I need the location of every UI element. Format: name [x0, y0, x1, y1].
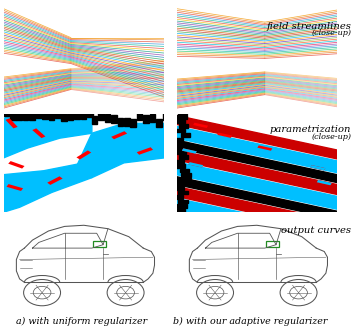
Bar	[174, 160, 184, 164]
Polygon shape	[188, 162, 203, 167]
Polygon shape	[77, 150, 91, 160]
Bar	[23, 114, 29, 120]
Bar	[74, 112, 80, 119]
Polygon shape	[176, 177, 337, 219]
Bar	[174, 138, 183, 141]
Text: output curves: output curves	[281, 226, 351, 235]
Bar	[87, 110, 93, 117]
Bar	[48, 113, 54, 120]
Polygon shape	[32, 128, 46, 138]
Bar	[267, 241, 279, 247]
Bar	[176, 164, 185, 168]
Bar	[80, 112, 86, 119]
Polygon shape	[317, 180, 332, 185]
Bar	[68, 113, 73, 120]
Polygon shape	[182, 148, 197, 154]
Polygon shape	[5, 118, 18, 128]
Bar	[143, 115, 149, 123]
Bar	[178, 111, 187, 114]
Polygon shape	[4, 163, 92, 212]
Bar	[61, 114, 67, 120]
Bar	[111, 115, 117, 123]
Bar	[98, 112, 104, 120]
Polygon shape	[257, 145, 272, 151]
Polygon shape	[176, 187, 337, 231]
Polygon shape	[137, 147, 153, 155]
Bar	[177, 142, 187, 145]
Bar	[175, 209, 185, 212]
Polygon shape	[317, 180, 332, 185]
Polygon shape	[310, 165, 325, 170]
Polygon shape	[176, 140, 337, 183]
Bar	[92, 116, 97, 124]
Text: parametrization: parametrization	[270, 125, 351, 135]
Polygon shape	[4, 114, 92, 158]
Bar	[174, 195, 183, 199]
Bar	[180, 169, 190, 172]
Polygon shape	[6, 184, 23, 191]
Bar	[36, 112, 41, 118]
Polygon shape	[176, 126, 337, 173]
Bar	[179, 155, 189, 159]
Polygon shape	[176, 150, 337, 194]
Bar	[150, 114, 155, 122]
Polygon shape	[47, 176, 62, 185]
Bar	[124, 118, 130, 126]
Text: (close-up): (close-up)	[311, 133, 351, 140]
Polygon shape	[182, 148, 197, 154]
Bar	[55, 111, 61, 118]
Polygon shape	[310, 165, 325, 170]
Polygon shape	[8, 161, 25, 168]
Bar	[29, 113, 35, 120]
Bar	[94, 241, 106, 247]
Bar	[178, 204, 187, 208]
Polygon shape	[176, 162, 337, 209]
Bar	[4, 110, 9, 116]
Bar	[137, 113, 143, 120]
Bar	[105, 114, 110, 121]
Bar	[174, 182, 184, 186]
Text: (close-up): (close-up)	[311, 29, 351, 37]
Bar	[175, 129, 185, 132]
Text: b) with our adaptive regularizer: b) with our adaptive regularizer	[173, 316, 328, 326]
Bar	[174, 147, 184, 150]
Polygon shape	[111, 131, 127, 139]
Bar	[162, 112, 168, 120]
Bar	[42, 112, 48, 119]
Bar	[179, 124, 188, 128]
Polygon shape	[193, 123, 208, 128]
Bar	[181, 178, 191, 181]
Bar	[181, 173, 191, 177]
Bar	[118, 118, 123, 126]
Polygon shape	[176, 115, 337, 159]
Bar	[10, 113, 16, 120]
Polygon shape	[188, 162, 203, 167]
Polygon shape	[76, 123, 164, 178]
Bar	[176, 120, 185, 123]
Polygon shape	[217, 133, 232, 138]
Bar	[178, 115, 187, 119]
Bar	[178, 191, 188, 194]
Bar	[175, 187, 184, 190]
Bar	[181, 133, 190, 137]
Text: a) with uniform regularizer: a) with uniform regularizer	[16, 316, 147, 326]
Bar	[16, 114, 22, 120]
Bar	[177, 151, 186, 155]
Polygon shape	[176, 198, 337, 245]
Bar	[130, 119, 136, 127]
Bar	[156, 119, 162, 127]
Text: field streamlines: field streamlines	[267, 22, 351, 31]
Bar	[178, 200, 188, 203]
